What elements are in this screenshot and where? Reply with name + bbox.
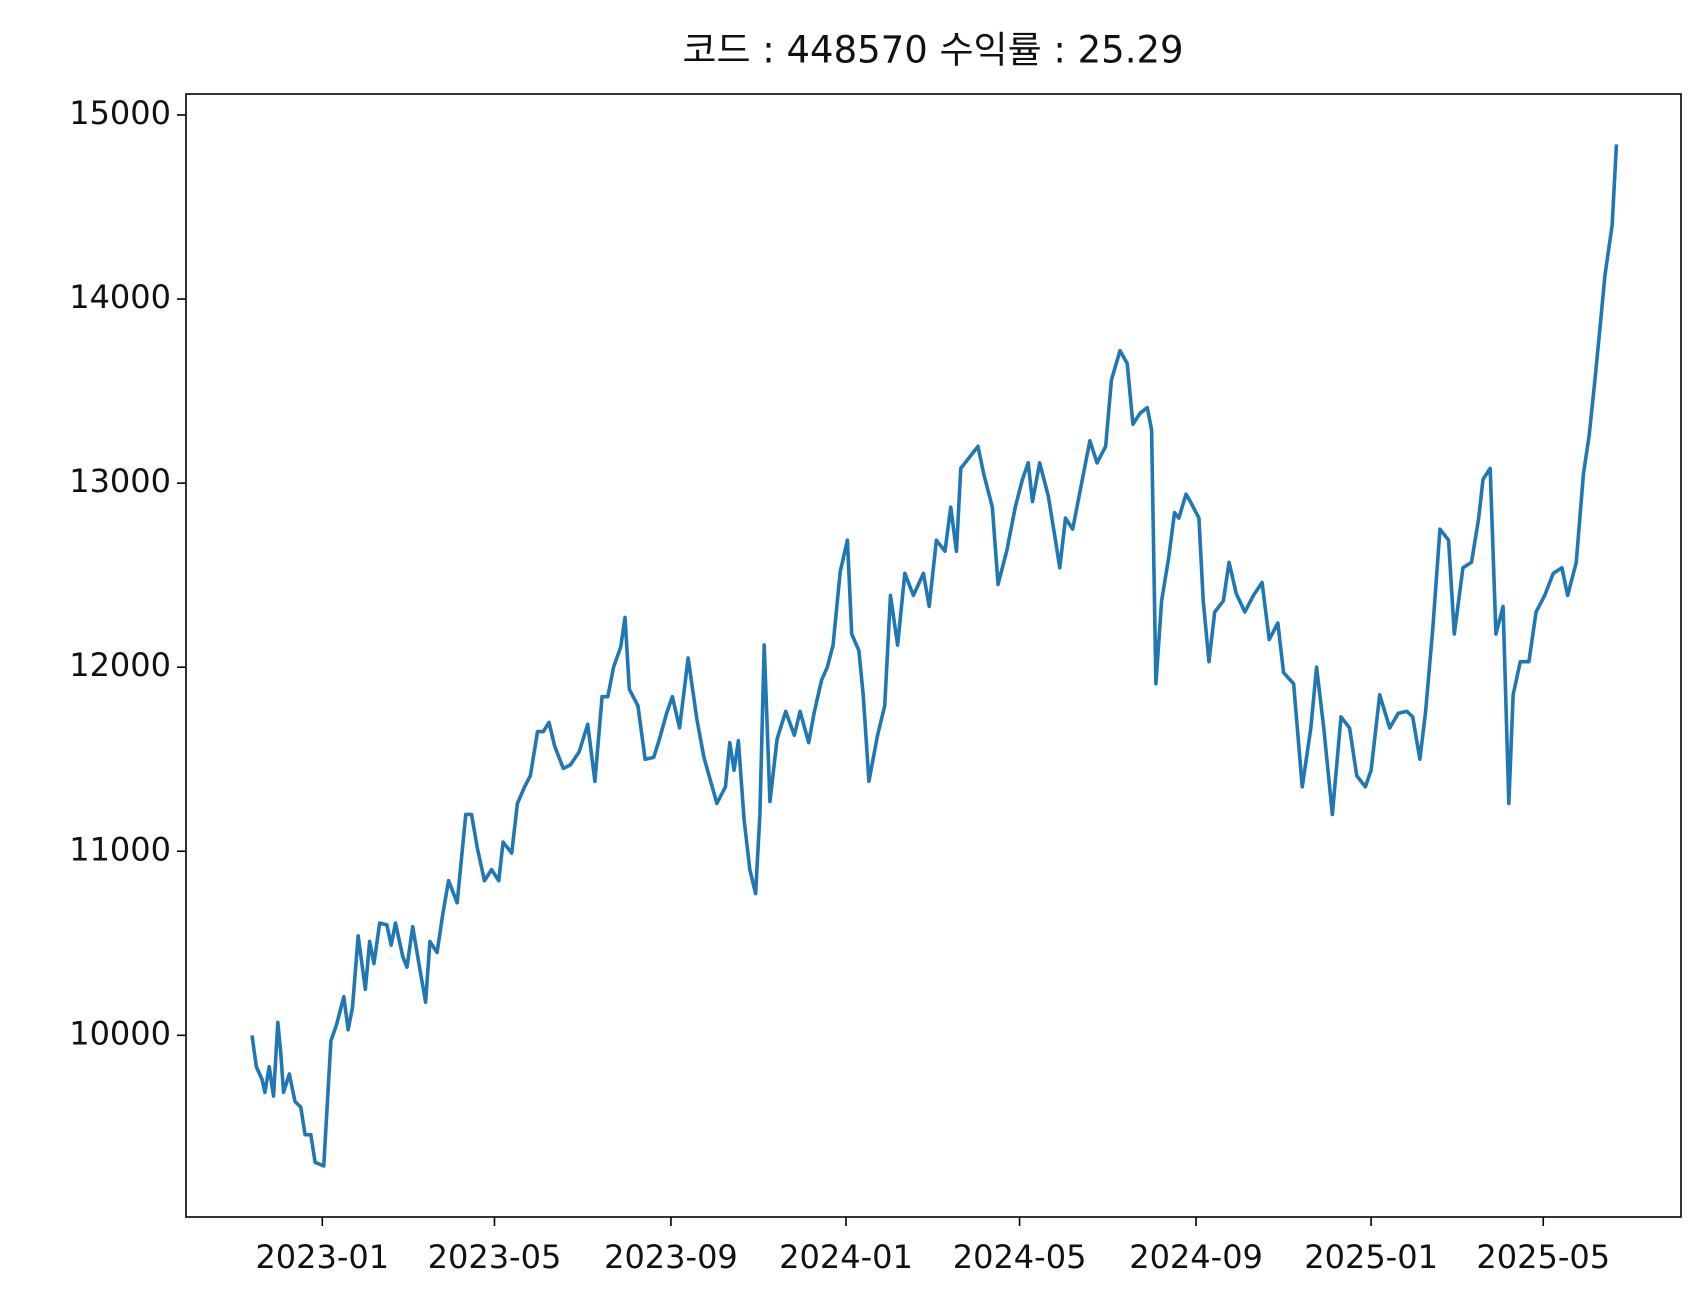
y-tick-label: 11000 — [69, 830, 171, 868]
y-tick-label: 15000 — [69, 94, 171, 132]
x-tick-label: 2023-09 — [604, 1238, 738, 1276]
x-tick-label: 2024-09 — [1129, 1238, 1263, 1276]
x-tick-label: 2025-05 — [1476, 1238, 1610, 1276]
x-tick-label: 2024-05 — [953, 1238, 1087, 1276]
x-tick-label: 2023-05 — [428, 1238, 562, 1276]
x-tick-label: 2024-01 — [779, 1238, 913, 1276]
x-tick-label: 2023-01 — [255, 1238, 389, 1276]
price-line — [250, 144, 1619, 1168]
y-tick-label: 10000 — [69, 1014, 171, 1052]
y-tick-label: 14000 — [69, 278, 171, 316]
y-tick-label: 13000 — [69, 462, 171, 500]
chart-title: 코드 : 448570 수익률 : 25.29 — [682, 29, 1183, 72]
x-tick-label: 2025-01 — [1304, 1238, 1438, 1276]
y-tick-label: 12000 — [69, 646, 171, 684]
plot-frame — [185, 93, 1682, 1218]
